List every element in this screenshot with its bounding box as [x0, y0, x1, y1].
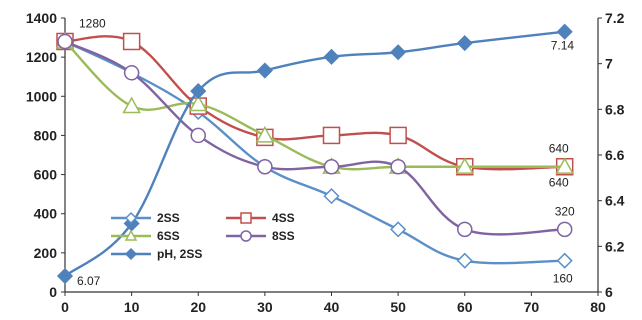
data-point [257, 158, 273, 175]
data-point [390, 221, 407, 238]
y-left-tick-label: 200 [34, 245, 58, 261]
data-point [190, 83, 207, 100]
data-point [123, 65, 140, 81]
data-label: 6.07 [77, 274, 101, 288]
data-point [456, 35, 473, 52]
data-point [256, 62, 273, 79]
y-left-tick-label: 1000 [26, 88, 57, 104]
x-tick-label: 80 [590, 299, 606, 315]
axes: 0 10 20 30 40 50 60 70 8002004006008001000120014… [26, 10, 625, 315]
data-point [188, 94, 208, 112]
y-left-tick-label: 0 [49, 284, 57, 300]
y-right-tick-label: 6.4 [605, 193, 625, 209]
series-line-8ss [64, 40, 565, 236]
legend-label: 2SS [157, 211, 180, 225]
data-point [455, 157, 475, 174]
x-tick-label: 70 [524, 299, 540, 315]
legend-label: pH, 2SS [157, 247, 202, 261]
legend-marker [124, 247, 138, 261]
data-point [322, 126, 341, 145]
series-line-4ss [64, 35, 565, 171]
y-left-tick-label: 1200 [26, 49, 57, 65]
legend: 2SS 4SS 6SS 8SS pH, 2SS [111, 211, 295, 261]
legend-entry-2ss: 2SS [111, 211, 180, 225]
y-right-tick-label: 7 [605, 56, 613, 72]
y-right-tick-label: 7.2 [605, 10, 625, 26]
data-point [555, 157, 574, 174]
y-left-tick-label: 400 [34, 206, 58, 222]
data-point [456, 252, 473, 269]
y-left-tick-label: 600 [34, 167, 58, 183]
data-point [122, 32, 141, 51]
data-point [390, 158, 406, 175]
data-point [457, 221, 473, 238]
legend-marker [240, 212, 252, 224]
data-label: 1280 [79, 16, 106, 30]
series-line-ph-2ss [64, 30, 565, 277]
data-point [556, 252, 573, 269]
data-label: 160 [553, 272, 573, 286]
legend-marker [124, 229, 138, 241]
data-point [556, 221, 573, 238]
x-tick-label: 50 [390, 299, 406, 315]
data-point [323, 188, 340, 205]
x-tick-label: 20 [190, 299, 206, 315]
data-point [556, 23, 573, 40]
series-6ss [55, 31, 574, 174]
x-tick-label: 0 [61, 299, 69, 315]
series-group [55, 23, 574, 285]
legend-entry-ph-2ss: pH, 2SS [111, 247, 202, 261]
y-right-tick-label: 6.8 [605, 101, 625, 117]
series-8ss [57, 33, 573, 238]
series-ph-2ss [56, 23, 573, 285]
y-right-tick-label: 6.6 [605, 147, 625, 163]
y-right-tick-label: 6 [605, 284, 613, 300]
legend-entry-6ss: 6SS [111, 229, 180, 243]
data-label: 320 [555, 204, 575, 218]
data-point [390, 44, 407, 61]
data-point [57, 33, 73, 50]
x-tick-label: 60 [457, 299, 473, 315]
y-right-tick-label: 6.2 [605, 238, 625, 254]
data-point [56, 267, 74, 285]
y-left-tick-label: 1400 [26, 10, 57, 26]
series-line-2ss [64, 40, 565, 265]
data-label: 640 [549, 176, 569, 190]
x-tick-label: 30 [257, 299, 273, 315]
data-point [190, 127, 206, 144]
data-point [389, 126, 407, 145]
legend-entry-8ss: 8SS [226, 229, 295, 243]
legend-entry-4ss: 4SS [226, 211, 295, 225]
data-point [323, 158, 340, 175]
data-label: 640 [549, 142, 569, 156]
y-left-tick-label: 800 [34, 127, 58, 143]
data-point [255, 125, 275, 143]
x-tick-label: 40 [324, 299, 340, 315]
data-label: 7.14 [551, 39, 575, 53]
data-point [122, 96, 141, 114]
legend-label: 6SS [157, 229, 180, 243]
annotations: 1280 6.07 7.14 640 640 320 160 [77, 16, 575, 288]
x-tick-label: 10 [124, 299, 140, 315]
legend-label: 4SS [272, 211, 295, 225]
legend-label: 8SS [272, 229, 295, 243]
legend-marker [240, 230, 252, 242]
legend-marker [124, 211, 138, 225]
data-point [323, 48, 340, 65]
